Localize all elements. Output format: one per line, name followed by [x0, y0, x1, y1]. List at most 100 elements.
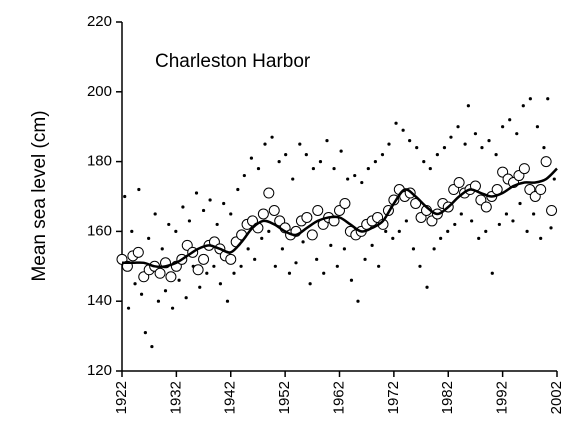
monthly-point	[366, 166, 370, 171]
monthly-point	[194, 191, 199, 195]
monthly-point	[174, 229, 178, 233]
monthly-point	[270, 135, 274, 139]
monthly-point	[552, 177, 556, 181]
monthly-point	[205, 271, 209, 275]
monthly-point	[147, 236, 151, 240]
x-tick-label: 1962	[330, 381, 347, 414]
annual-point	[301, 211, 313, 223]
monthly-point	[404, 219, 408, 223]
monthly-point	[208, 198, 212, 202]
monthly-point	[349, 278, 354, 282]
monthly-point	[425, 285, 429, 289]
monthly-point	[397, 229, 401, 233]
x-tick-label: 1992	[494, 381, 511, 414]
monthly-point	[222, 201, 226, 206]
monthly-point	[329, 243, 333, 247]
monthly-point	[356, 299, 360, 303]
monthly-point	[318, 160, 323, 164]
monthly-point	[280, 247, 285, 251]
monthly-point	[511, 219, 515, 223]
monthly-point	[401, 128, 405, 132]
monthly-point	[442, 146, 447, 150]
monthly-point	[335, 264, 339, 268]
monthly-point	[143, 331, 147, 335]
monthly-point	[187, 219, 192, 223]
monthly-point	[428, 166, 432, 171]
annual-point	[518, 163, 530, 175]
monthly-point	[549, 226, 553, 230]
annual-point	[198, 253, 210, 265]
monthly-point	[477, 236, 481, 240]
annual-point	[154, 267, 166, 279]
monthly-point	[391, 236, 395, 240]
monthly-point	[212, 264, 216, 268]
annual-point	[453, 177, 465, 189]
smoothed-line	[122, 167, 558, 268]
annual-point	[546, 204, 558, 216]
monthly-point	[332, 166, 336, 171]
annual-point	[263, 187, 275, 199]
monthly-point	[177, 278, 181, 282]
monthly-point	[384, 229, 388, 233]
monthly-point	[322, 271, 326, 275]
monthly-point	[521, 104, 525, 108]
annual-point	[225, 253, 237, 265]
monthly-point	[156, 299, 161, 303]
monthly-point	[153, 212, 157, 216]
monthly-point	[137, 187, 141, 192]
monthly-point	[284, 153, 288, 157]
monthly-point	[546, 97, 550, 101]
annual-point	[535, 184, 547, 196]
annual-point	[480, 201, 492, 213]
annual-point	[540, 156, 552, 168]
monthly-point	[181, 205, 185, 209]
monthly-point	[126, 306, 131, 310]
monthly-point	[480, 146, 484, 150]
monthly-point	[380, 153, 385, 157]
y-tick-label: 220	[87, 13, 112, 30]
monthly-point	[360, 180, 364, 185]
monthly-point	[542, 146, 546, 150]
monthly-point	[508, 118, 512, 122]
monthly-point	[422, 160, 426, 164]
monthly-point	[150, 344, 154, 349]
monthly-point	[456, 125, 460, 129]
monthly-point	[487, 139, 491, 143]
monthly-point	[494, 153, 498, 157]
monthly-point	[167, 222, 171, 227]
x-tick-label: 1932	[167, 381, 184, 414]
y-tick-label: 120	[87, 362, 112, 379]
monthly-point	[466, 104, 470, 108]
monthly-point	[453, 222, 457, 227]
x-tick-label: 1922	[113, 381, 130, 414]
monthly-point	[439, 236, 443, 240]
annual-point	[410, 197, 422, 209]
annual-point	[312, 204, 324, 216]
monthly-point	[201, 208, 206, 213]
monthly-point	[504, 212, 509, 216]
monthly-point	[239, 264, 243, 268]
monthly-point	[218, 282, 223, 286]
monthly-point	[411, 247, 416, 251]
monthly-point	[432, 247, 436, 251]
monthly-point	[263, 142, 267, 146]
annual-point	[132, 246, 144, 258]
monthly-point	[301, 240, 305, 244]
monthly-point	[394, 121, 398, 125]
monthly-point	[163, 289, 168, 293]
monthly-point	[232, 271, 236, 275]
monthly-point	[170, 306, 175, 310]
monthly-point	[123, 194, 127, 199]
monthly-point	[449, 135, 453, 139]
monthly-point	[311, 166, 315, 171]
monthly-point	[446, 229, 450, 233]
monthly-point	[291, 177, 295, 181]
y-tick-label: 180	[87, 153, 112, 170]
monthly-point	[273, 264, 277, 268]
monthly-point	[229, 212, 233, 216]
y-tick-label: 140	[87, 292, 112, 309]
monthly-point	[304, 153, 308, 157]
monthly-point	[415, 146, 419, 150]
y-tick-label: 200	[87, 83, 112, 100]
